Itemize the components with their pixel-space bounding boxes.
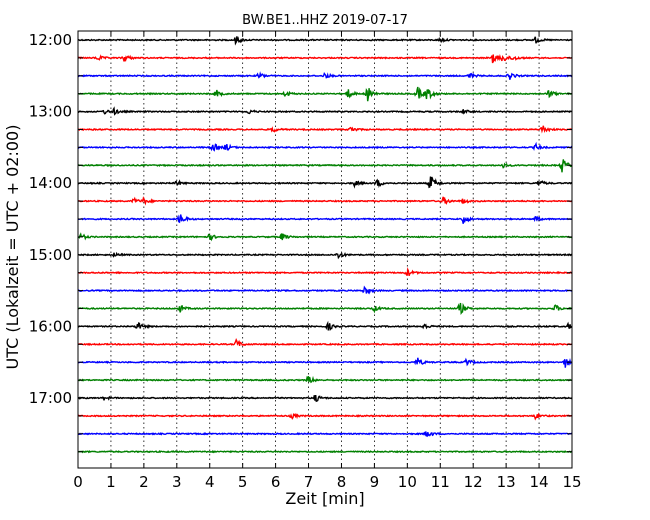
x-tick-label: 6 xyxy=(271,473,281,491)
trace-1345 xyxy=(77,159,573,173)
trace-1715 xyxy=(77,412,573,421)
trace-1545 xyxy=(78,302,573,315)
y-axis-label: UTC (Lokalzeit = UTC + 02:00) xyxy=(3,125,22,370)
trace-1200 xyxy=(77,36,573,46)
x-axis-ticks: 0 1 2 3 4 5 6 7 8 9 10 11 12 13 14 15 xyxy=(73,31,582,491)
trace-1415 xyxy=(77,196,573,206)
x-tick-label: 8 xyxy=(337,473,347,491)
trace-1515 xyxy=(77,267,573,277)
trace-1615 xyxy=(77,338,573,347)
x-tick-label: 7 xyxy=(304,473,314,491)
y-tick-label: 15:00 xyxy=(29,246,72,264)
x-tick-label: 2 xyxy=(139,473,149,491)
trace-1430 xyxy=(77,214,573,224)
trace-1330 xyxy=(77,141,573,152)
x-tick-label: 13 xyxy=(497,473,516,491)
grid-lines xyxy=(110,31,540,468)
trace-1730 xyxy=(77,431,573,438)
y-tick-label: 14:00 xyxy=(29,174,72,192)
x-tick-label: 12 xyxy=(464,473,483,491)
trace-1245 xyxy=(77,86,573,102)
x-tick-label: 0 xyxy=(73,473,83,491)
trace-1630 xyxy=(77,357,572,368)
trace-1700 xyxy=(77,395,573,403)
trace-group xyxy=(77,36,573,454)
trace-1215 xyxy=(77,53,573,64)
x-axis-label: Zeit [min] xyxy=(285,489,364,508)
trace-1745 xyxy=(77,449,572,454)
chart-title: BW.BE1..HHZ 2019-07-17 xyxy=(242,13,408,28)
x-tick-label: 3 xyxy=(172,473,182,491)
x-tick-label: 1 xyxy=(106,473,116,491)
x-tick-label: 4 xyxy=(205,473,215,491)
y-tick-label: 16:00 xyxy=(29,317,72,335)
plot-frame xyxy=(77,30,573,469)
x-tick-label: 10 xyxy=(398,473,417,491)
trace-1315 xyxy=(77,125,573,134)
trace-1645 xyxy=(77,375,573,384)
y-tick-label: 17:00 xyxy=(29,389,72,407)
trace-1300 xyxy=(77,106,573,116)
y-tick-label: 12:00 xyxy=(29,31,72,49)
trace-1530 xyxy=(77,285,573,295)
trace-1445 xyxy=(77,232,573,242)
x-tick-label: 15 xyxy=(562,473,581,491)
x-tick-label: 9 xyxy=(370,473,380,491)
y-axis-ticks: 12:00 13:00 14:00 15:00 16:00 17:00 xyxy=(29,31,572,453)
trace-1500 xyxy=(77,251,573,260)
x-tick-label: 5 xyxy=(238,473,248,491)
y-tick-label: 13:00 xyxy=(29,103,72,121)
trace-1230 xyxy=(77,71,573,80)
x-tick-label: 11 xyxy=(431,473,450,491)
trace-1400 xyxy=(77,176,573,189)
x-tick-label: 14 xyxy=(530,473,549,491)
trace-1600 xyxy=(77,320,573,332)
